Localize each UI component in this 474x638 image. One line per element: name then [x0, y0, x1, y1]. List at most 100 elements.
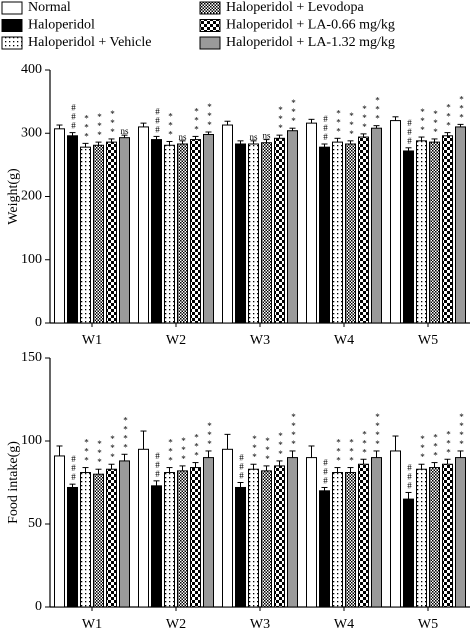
bar — [164, 472, 175, 608]
significance-label: *** — [204, 102, 214, 129]
legend-swatch — [199, 1, 221, 15]
legend-swatch — [1, 1, 23, 15]
bar — [358, 463, 369, 608]
bar — [332, 141, 343, 324]
x-tick-label: W3 — [250, 617, 270, 632]
legend-swatch — [199, 19, 221, 32]
significance-label: ### — [68, 454, 78, 481]
bar — [151, 139, 162, 324]
y-tick-label: 400 — [21, 62, 42, 77]
x-tick-label: W1 — [82, 617, 102, 632]
y-tick-label: 0 — [35, 315, 42, 330]
legend-label: Haloperidol + LA-1.32 mg/kg — [226, 35, 395, 50]
bar — [416, 468, 427, 608]
bar — [455, 126, 466, 324]
significance-label: *** — [359, 429, 369, 456]
bar — [306, 457, 317, 608]
bar — [248, 143, 259, 324]
legend-label: Haloperidol — [28, 18, 95, 33]
y-tick-label: 50 — [28, 516, 42, 531]
x-tick-label: W1 — [82, 333, 102, 348]
bar — [429, 141, 440, 324]
significance-label: *** — [165, 111, 175, 138]
bar — [371, 457, 382, 608]
bar — [203, 457, 214, 608]
bar — [403, 498, 414, 608]
significance-label: *** — [456, 94, 466, 121]
x-tick-label: W3 — [250, 333, 270, 348]
significance-label: *** — [333, 108, 343, 135]
bar — [403, 150, 414, 324]
significance-label: *** — [443, 103, 453, 130]
bar — [319, 490, 330, 608]
legend-swatch — [199, 36, 221, 50]
significance-label: ### — [152, 451, 162, 478]
significance-label: *** — [249, 434, 259, 461]
legend-label: Haloperidol + Vehicle — [28, 35, 152, 50]
bar — [455, 457, 466, 608]
significance-label: *** — [94, 439, 104, 466]
bar — [235, 486, 246, 608]
x-tick-label: W2 — [166, 617, 186, 632]
bar — [429, 467, 440, 608]
bar — [442, 463, 453, 608]
y-tick-label: 300 — [21, 125, 42, 140]
bar — [80, 146, 91, 324]
significance-label: ### — [320, 114, 330, 141]
significance-label: ns — [262, 131, 271, 141]
legend-label: Normal — [28, 0, 71, 15]
bar — [80, 472, 91, 608]
bar — [119, 137, 130, 324]
bar — [203, 134, 214, 324]
bar — [93, 473, 104, 608]
significance-label: **** — [288, 412, 298, 448]
y-tick-label: 200 — [21, 189, 42, 204]
significance-label: *** — [417, 434, 427, 461]
bar — [371, 127, 382, 324]
bar — [235, 143, 246, 324]
x-tick-label: W5 — [418, 617, 438, 632]
bar — [345, 143, 356, 324]
significance-label: *** — [275, 105, 285, 132]
bar — [261, 142, 272, 324]
bar — [54, 455, 65, 608]
bar — [106, 468, 117, 608]
bar — [190, 467, 201, 608]
significance-label: ### — [320, 457, 330, 484]
significance-label: *** — [288, 98, 298, 125]
significance-label: *** — [359, 104, 369, 131]
significance-label: *** — [107, 109, 117, 136]
bar — [164, 144, 175, 324]
x-tick-label: W4 — [334, 333, 354, 348]
bar — [274, 465, 285, 608]
significance-label: *** — [81, 438, 91, 465]
bar — [390, 120, 401, 324]
significance-label: *** — [417, 107, 427, 134]
significance-label: *** — [178, 436, 188, 463]
bar — [222, 124, 233, 324]
significance-label: *** — [430, 433, 440, 460]
significance-label: *** — [262, 436, 272, 463]
significance-label: **** — [372, 412, 382, 448]
significance-label: ### — [68, 103, 78, 130]
bar — [261, 470, 272, 608]
significance-label: ### — [152, 106, 162, 133]
significance-label: *** — [81, 113, 91, 140]
bar — [319, 146, 330, 324]
bar — [67, 486, 78, 608]
significance-label: *** — [204, 421, 214, 448]
significance-label: *** — [372, 96, 382, 123]
bar — [67, 135, 78, 324]
bar — [119, 460, 130, 608]
x-tick-label: W2 — [166, 333, 186, 348]
significance-label: *** — [94, 112, 104, 139]
x-tick-label: W5 — [418, 333, 438, 348]
bar — [416, 140, 427, 324]
significance-label: *** — [346, 111, 356, 138]
bar — [306, 122, 317, 324]
legend-swatch — [1, 19, 23, 32]
significance-label: *** — [107, 434, 117, 461]
significance-label: **** — [456, 412, 466, 448]
significance-label: *** — [275, 431, 285, 458]
